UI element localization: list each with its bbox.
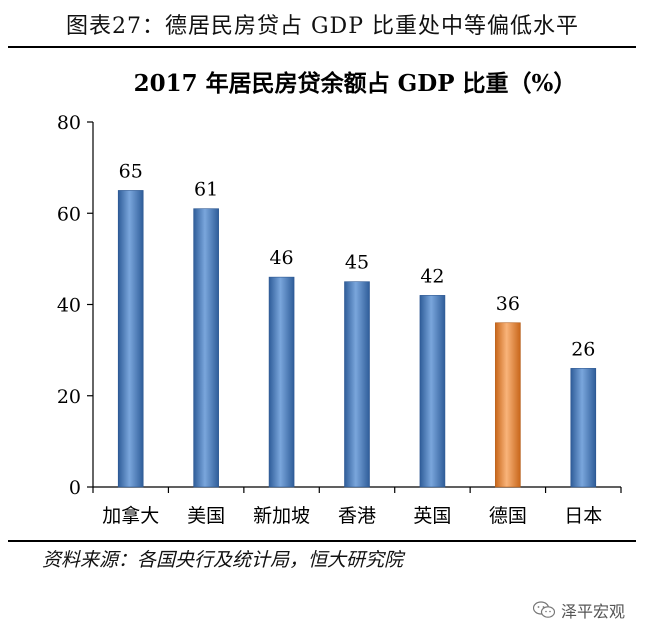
data-label: 36 (496, 293, 520, 315)
data-label: 42 (420, 265, 444, 287)
bar-chart: 2017 年居民房贷余额占 GDP 比重（%） 0 20 40 60 80 65 加拿大 6… (57, 70, 622, 527)
data-label: 26 (571, 338, 595, 360)
x-tick-label: 香港 (338, 505, 376, 527)
y-tick-label: 40 (57, 295, 81, 317)
y-tick-label: 80 (57, 112, 81, 134)
watermark: 泽平宏观 (532, 598, 625, 622)
x-tick-label: 新加坡 (253, 505, 310, 527)
data-label: 45 (345, 252, 369, 274)
x-tick-label: 英国 (413, 505, 451, 527)
bottom-rule (8, 540, 636, 542)
x-tick-label: 美国 (187, 505, 225, 527)
figure-caption: 图表27：德居民房贷占 GDP 比重处中等偏低水平 (66, 14, 579, 39)
data-label: 65 (119, 160, 143, 182)
bar-3 (344, 281, 370, 488)
y-tick-label: 0 (69, 477, 81, 499)
y-tick-label: 60 (57, 203, 81, 225)
bar-0 (117, 190, 144, 488)
bar-6 (570, 368, 597, 488)
data-label: 61 (194, 179, 218, 201)
top-rule (8, 46, 636, 48)
bar-5 (495, 322, 521, 488)
x-tick-label: 日本 (564, 505, 602, 527)
watermark-text: 泽平宏观 (560, 602, 625, 621)
wechat-icon (532, 601, 555, 618)
bar-4 (419, 295, 446, 488)
chart-title: 2017 年居民房贷余额占 GDP 比重（%） (134, 70, 577, 97)
x-tick-label: 德国 (489, 505, 527, 527)
y-tick-label: 20 (57, 386, 81, 408)
bar-2 (268, 276, 295, 488)
bar-1 (193, 208, 219, 488)
x-tick-label: 加拿大 (102, 504, 159, 527)
data-label: 46 (269, 247, 293, 269)
source-note: 资料来源：各国央行及统计局，恒大研究院 (42, 549, 404, 571)
